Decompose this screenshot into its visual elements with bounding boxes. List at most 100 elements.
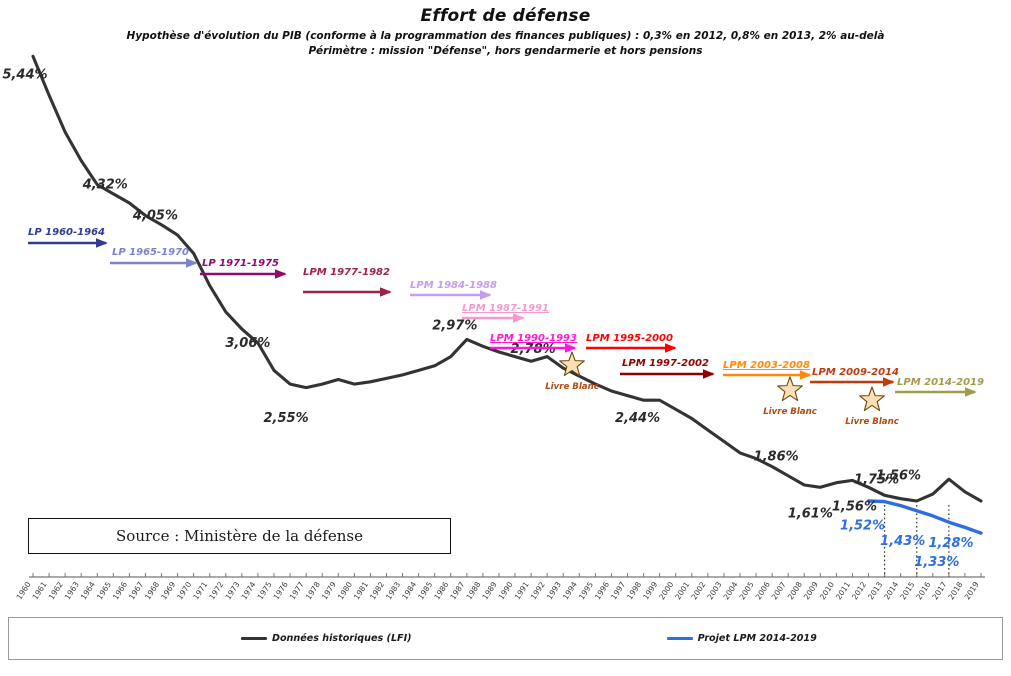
programme-arrow-label: LPM 1984-1988 (410, 280, 497, 291)
x-axis-tick-label: 1990 (497, 580, 515, 601)
data-point-label: 4,32% (82, 178, 128, 193)
programme-arrow-label: LPM 1977-1982 (303, 267, 390, 278)
source-box: Source : Ministère de la défense (28, 518, 451, 554)
x-axis-tick-label: 1974 (240, 580, 258, 601)
x-axis-tick-label: 2016 (914, 580, 932, 601)
x-axis-tick-label: 1995 (577, 580, 595, 601)
programme-arrow-label: LPM 2014-2019 (897, 377, 984, 388)
programme-arrow-label: LP 1960-1964 (28, 227, 105, 238)
x-axis-tick-label: 2012 (850, 580, 868, 601)
x-axis-tick-label: 2001 (673, 580, 691, 601)
chart-legend: Données historiques (LFI) Projet LPM 201… (8, 617, 1003, 660)
series-line-projet (866, 499, 983, 535)
x-axis-tick-label: 1962 (47, 580, 65, 601)
programme-arrow-label: LPM 2009-2014 (812, 367, 899, 378)
livre-blanc-label: Livre Blanc (545, 382, 599, 392)
x-axis-tick-label: 1981 (352, 580, 370, 601)
x-axis-tick-label: 1978 (304, 580, 322, 601)
x-axis-tick-label: 1972 (207, 580, 225, 601)
data-point-label: 1,56% (832, 499, 877, 514)
x-axis-tick-label: 2000 (657, 580, 675, 601)
programme-arrow-label: LPM 1997-2002 (622, 358, 709, 369)
data-point-label: 2,97% (432, 318, 477, 333)
legend-label-historique: Données historiques (LFI) (272, 633, 412, 644)
x-axis-tick-label: 1964 (79, 580, 97, 601)
x-axis-tick-label: 1976 (272, 580, 290, 601)
data-point-label: 2,44% (615, 411, 660, 426)
programme-arrow-label: LPM 1987-1991 (462, 303, 549, 314)
data-point-label: 1,75% (854, 472, 899, 487)
x-axis-tick-label: 1998 (625, 580, 643, 601)
programme-arrow-label: LP 1965-1970 (112, 247, 189, 258)
x-axis-tick-label: 1975 (256, 580, 274, 601)
data-point-label: 1,28% (928, 536, 973, 551)
livre-blanc-label: Livre Blanc (845, 417, 899, 427)
legend-label-projet: Projet LPM 2014-2019 (697, 633, 817, 644)
x-axis-tick-label: 1985 (416, 580, 434, 601)
data-point-label: 2,55% (264, 411, 309, 426)
data-point-label: 3,06% (225, 336, 270, 351)
x-axis-tick-label: 1961 (31, 580, 49, 601)
data-point-label: 5,44% (2, 67, 47, 82)
programme-arrow-label: LPM 2003-2008 (723, 360, 810, 371)
x-axis-tick-label: 1983 (384, 580, 402, 601)
x-axis-tick-label: 2002 (689, 580, 707, 601)
x-axis-tick-label: 1963 (63, 580, 81, 601)
x-axis-tick-label: 1979 (320, 580, 338, 601)
x-axis-tick-label: 1968 (143, 580, 161, 601)
data-point-label: 1,33% (914, 555, 959, 570)
x-axis-tick-label: 1969 (159, 580, 177, 601)
x-axis-tick-label: 1999 (641, 580, 659, 601)
data-point-label: 1,56% (876, 468, 921, 483)
x-axis-tick-label: 1986 (432, 580, 450, 601)
x-axis-tick-label: 2006 (754, 580, 772, 601)
x-axis-tick-label: 1988 (465, 580, 483, 601)
data-point-label: 2,78% (511, 342, 556, 357)
livre-blanc-star-icon (777, 376, 803, 402)
x-axis-tick-label: 1971 (191, 580, 209, 601)
x-axis-tick-label: 1996 (593, 580, 611, 601)
x-axis-tick-label: 2019 (963, 580, 981, 601)
x-axis-tick-label: 1993 (545, 580, 563, 601)
x-axis-tick-label: 1994 (561, 580, 579, 601)
page-title: Effort de défense (420, 6, 591, 26)
programme-arrow-label: LP 1971-1975 (202, 258, 279, 269)
x-axis-tick-label: 2007 (770, 580, 788, 601)
x-axis-tick-label: 1967 (127, 580, 145, 601)
data-point-label: 1,61% (788, 506, 833, 521)
x-axis-tick-label: 2003 (706, 580, 724, 601)
x-axis-tick-label: 2008 (786, 580, 804, 601)
programme-arrow-label: LPM 1995-2000 (586, 333, 673, 344)
x-axis-tick-label: 1970 (175, 580, 193, 601)
x-axis-tick-label: 2013 (866, 580, 884, 601)
x-axis-tick-label: 1982 (368, 580, 386, 601)
x-axis-tick-label: 1987 (448, 580, 466, 601)
x-axis-tick-label: 1960 (15, 580, 33, 601)
source-text: Source : Ministère de la défense (116, 527, 363, 545)
data-point-label: 1,86% (754, 450, 799, 465)
x-axis-tick-label: 1973 (223, 580, 241, 601)
x-axis-tick-label: 1977 (288, 580, 306, 601)
x-axis-tick-label: 1989 (481, 580, 499, 601)
x-axis-tick-label: 2009 (802, 580, 820, 601)
legend-swatch-projet (666, 636, 693, 641)
x-axis-tick-label: 2011 (834, 580, 852, 601)
legend-item-historique: Données historiques (LFI) (241, 633, 412, 644)
subtitle-2: Périmètre : mission "Défense", hors gend… (308, 45, 703, 57)
x-axis-tick-label: 1966 (111, 580, 129, 601)
series-line-historique (31, 54, 983, 503)
x-axis-tick-label: 2005 (738, 580, 756, 601)
x-axis-tick-label: 1965 (95, 580, 113, 601)
x-axis-tick-label: 1992 (529, 580, 547, 601)
x-axis-tick-label: 1984 (400, 580, 418, 601)
data-point-label: 1,52% (840, 519, 885, 534)
x-axis-tick-label: 1997 (609, 580, 627, 601)
legend-swatch-historique (241, 636, 267, 641)
x-axis-tick-label: 2018 (947, 580, 965, 601)
livre-blanc-star-icon (559, 351, 585, 377)
x-axis-tick-label: 2015 (898, 580, 916, 601)
livre-blanc-star-icon (859, 386, 885, 412)
x-axis-tick-label: 2004 (722, 580, 740, 601)
